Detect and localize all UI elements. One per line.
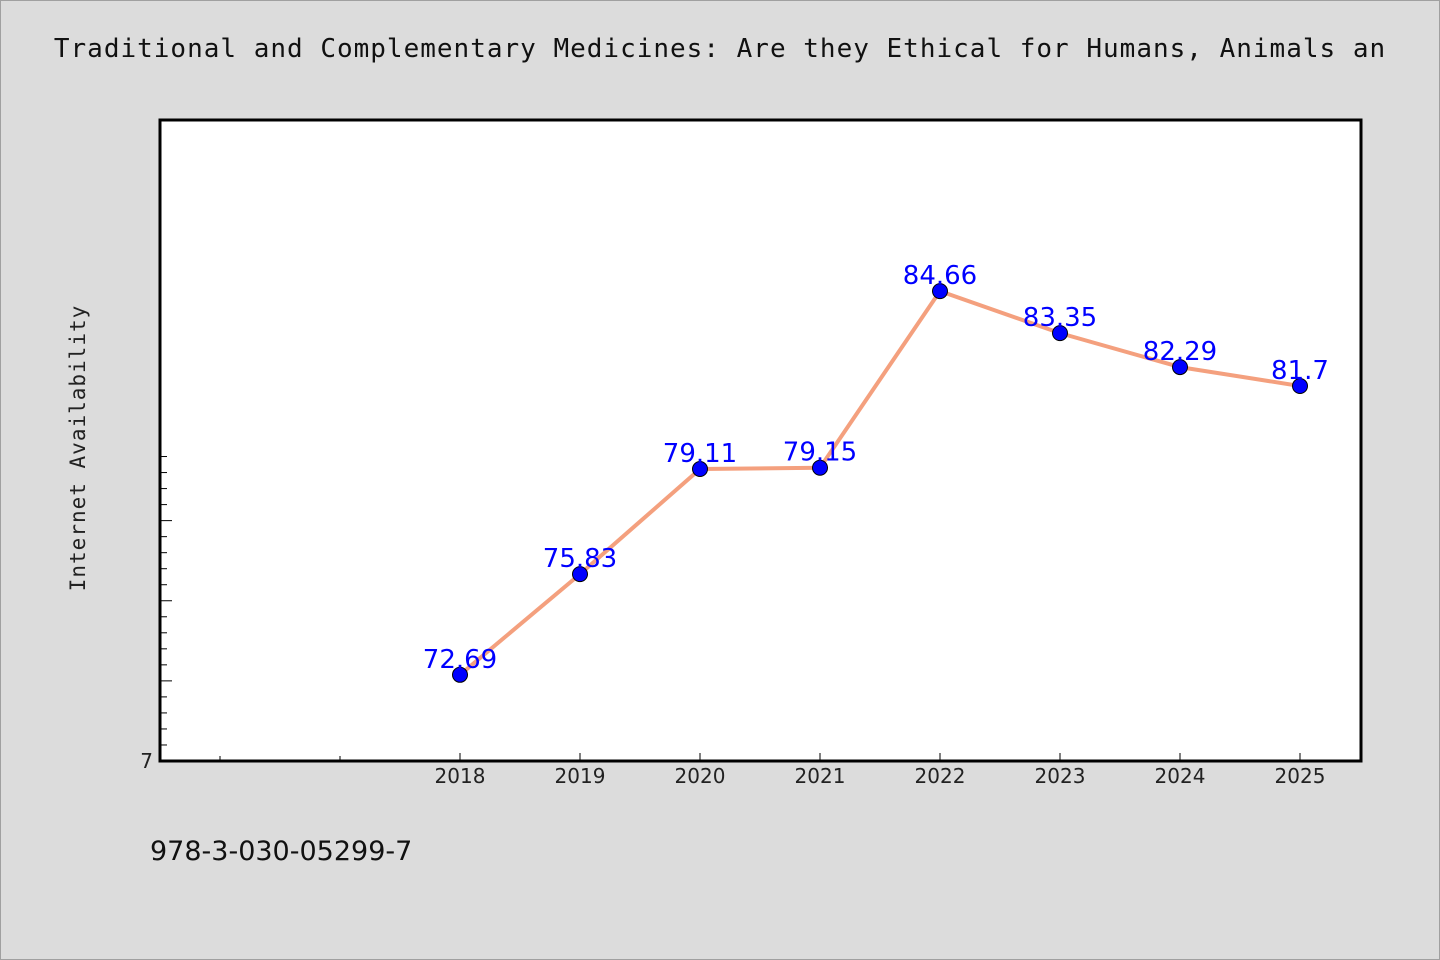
x-tick-label: 2021 [795,764,846,788]
markers [452,283,1308,683]
data-label: 79.15 [783,438,857,468]
x-tick-label: 2019 [555,764,606,788]
data-point [1052,325,1068,342]
y-ticks: 7 [140,456,172,773]
y-tick-label: 7 [140,749,153,773]
data-label: 79.11 [663,439,737,469]
chart-title: Traditional and Complementary Medicines:… [53,34,1387,64]
data-label: 82.29 [1143,337,1217,367]
data-label: 75.83 [543,544,617,574]
data-label: 72.69 [423,645,497,675]
data-labels: 72.69 75.83 79.11 79.15 84.66 83.35 82.29 81.7 [423,261,1329,675]
data-point [1172,359,1188,376]
x-tick-label: 2018 [435,764,486,788]
footer-isbn: 978-3-030-05299-7 [150,836,413,867]
x-tick-label: 2025 [1275,764,1326,788]
x-tick-label: 2020 [675,764,726,788]
data-point [452,666,468,683]
data-point [572,566,588,583]
data-label: 81.7 [1271,356,1329,386]
x-tick-label: 2023 [1035,764,1086,788]
data-label: 84.66 [903,261,977,291]
series-line [458,289,1301,677]
data-point [932,283,948,300]
data-point [812,459,828,476]
x-tick-label: 2022 [915,764,966,788]
data-point [692,461,708,478]
data-point [1292,378,1308,395]
data-label: 83.35 [1023,303,1097,333]
x-ticks: 2018 2019 2020 2021 2022 2023 2024 2025 [219,753,1326,788]
plot-area [158,118,1363,763]
x-tick-label: 2024 [1155,764,1206,788]
